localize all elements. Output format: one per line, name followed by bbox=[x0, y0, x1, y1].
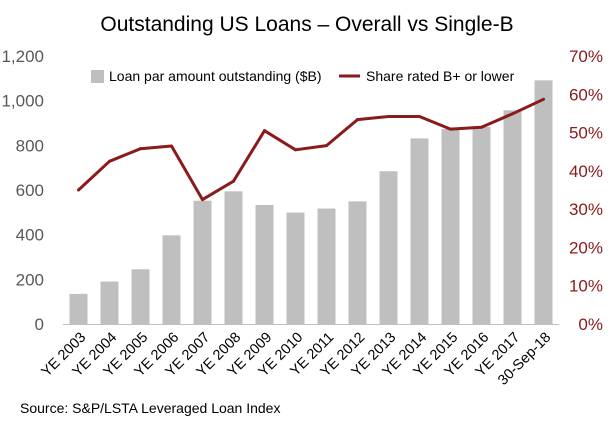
chart-title: Outstanding US Loans – Overall vs Single… bbox=[100, 13, 513, 36]
line-point bbox=[480, 125, 483, 129]
bar bbox=[193, 200, 212, 324]
legend-bar-swatch bbox=[91, 70, 104, 83]
left-tick-label: 400 bbox=[16, 226, 44, 245]
bar bbox=[69, 293, 88, 324]
bar bbox=[410, 138, 429, 324]
bar bbox=[441, 129, 460, 324]
line-point bbox=[263, 129, 266, 133]
bar bbox=[162, 235, 181, 324]
bar bbox=[286, 212, 305, 324]
bar bbox=[317, 208, 336, 324]
left-tick-label: 600 bbox=[16, 181, 44, 200]
line-point bbox=[418, 114, 421, 118]
legend: Loan par amount outstanding ($B) Share r… bbox=[91, 68, 515, 84]
left-tick-label: 200 bbox=[16, 270, 44, 289]
bar bbox=[348, 201, 367, 324]
legend-bar-label: Loan par amount outstanding ($B) bbox=[109, 68, 321, 84]
right-tick-label: 70% bbox=[569, 47, 603, 66]
left-tick-label: 800 bbox=[16, 136, 44, 155]
bar bbox=[100, 281, 119, 324]
bar-series bbox=[69, 80, 553, 325]
line-point bbox=[356, 118, 359, 122]
bar bbox=[131, 269, 150, 324]
bar bbox=[224, 191, 243, 324]
bar bbox=[534, 80, 553, 325]
line-point bbox=[108, 159, 111, 163]
right-tick-label: 20% bbox=[569, 238, 603, 257]
right-tick-label: 50% bbox=[569, 124, 603, 143]
line-point bbox=[542, 97, 545, 101]
legend-line-label: Share rated B+ or lower bbox=[366, 68, 515, 84]
left-tick-label: 1,200 bbox=[1, 47, 44, 66]
bar bbox=[379, 171, 398, 324]
right-axis-ticks: 0% 10% 20% 30% 40% 50% 60% 70% bbox=[569, 47, 603, 334]
line-point bbox=[139, 147, 142, 151]
line-point bbox=[201, 198, 204, 202]
right-tick-label: 40% bbox=[569, 162, 603, 181]
line-point bbox=[325, 144, 328, 148]
right-tick-label: 30% bbox=[569, 200, 603, 219]
source-note: Source: S&P/LSTA Leveraged Loan Index bbox=[20, 400, 280, 416]
line-point bbox=[511, 112, 514, 116]
right-tick-label: 60% bbox=[569, 85, 603, 104]
bar bbox=[472, 127, 491, 325]
line-point bbox=[77, 188, 80, 192]
share-line bbox=[77, 97, 545, 202]
left-tick-label: 0 bbox=[35, 315, 44, 334]
line-series bbox=[77, 97, 545, 202]
line-point bbox=[170, 144, 173, 148]
right-tick-label: 0% bbox=[578, 315, 603, 334]
line-point bbox=[294, 148, 297, 152]
left-tick-label: 1,000 bbox=[1, 92, 44, 111]
line-point bbox=[387, 114, 390, 118]
left-axis-ticks: 0 200 400 600 800 1,000 1,200 bbox=[1, 47, 44, 334]
line-point bbox=[449, 127, 452, 131]
bar bbox=[503, 110, 522, 325]
right-tick-label: 10% bbox=[569, 277, 603, 296]
bar bbox=[255, 204, 274, 324]
line-point bbox=[232, 179, 235, 183]
